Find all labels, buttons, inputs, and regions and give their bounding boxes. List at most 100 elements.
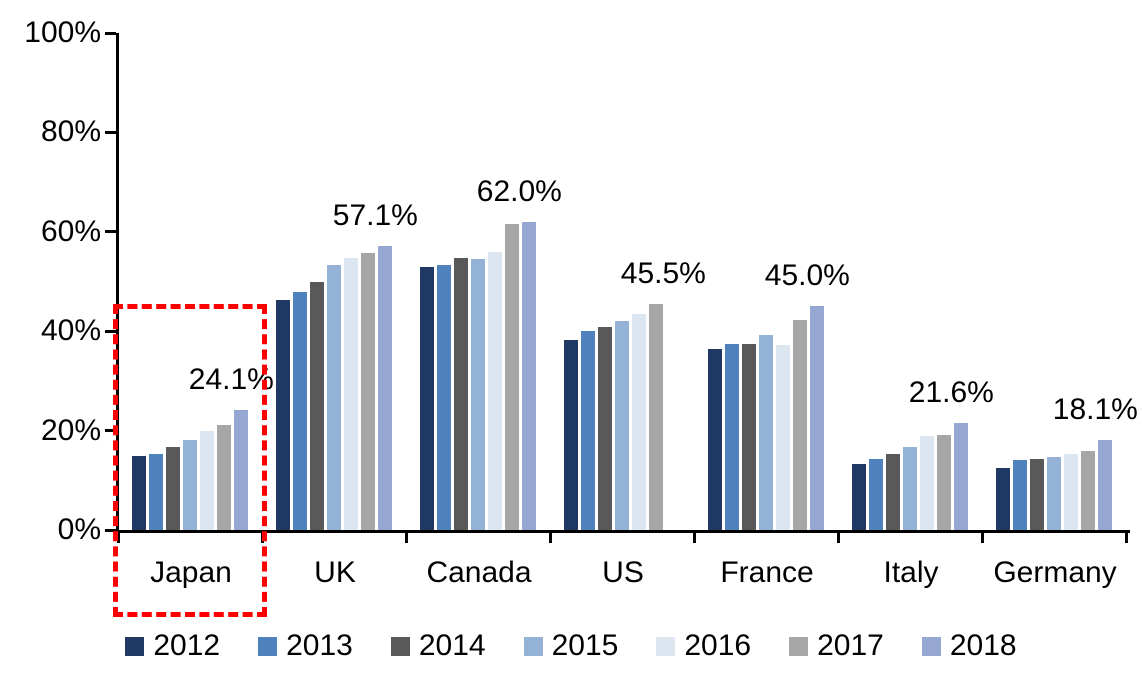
bar-group-italy: 21.6% bbox=[839, 33, 994, 530]
x-axis-label-france: France bbox=[720, 556, 814, 589]
x-axis-tick bbox=[1125, 533, 1128, 543]
bar-group-france: 45.0% bbox=[695, 33, 850, 530]
bar-2012-japan bbox=[132, 456, 146, 530]
bar-2016-japan bbox=[200, 431, 214, 530]
legend-label-2017: 2017 bbox=[817, 629, 884, 662]
bar-2015-italy bbox=[903, 446, 917, 530]
x-axis-label-canada: Canada bbox=[426, 556, 532, 589]
bar-2012-uk bbox=[276, 299, 290, 530]
bar-2018-japan bbox=[234, 410, 248, 530]
bar-2017-japan bbox=[217, 424, 231, 530]
bar-2016-uk bbox=[344, 257, 358, 530]
y-axis-label: 0% bbox=[57, 513, 101, 546]
legend-swatch-2017 bbox=[789, 636, 809, 656]
bar-2016-italy bbox=[920, 436, 934, 530]
y-axis-tick bbox=[105, 230, 116, 234]
bars-row bbox=[996, 440, 1112, 530]
bar-group-us: 45.5% bbox=[551, 33, 706, 530]
bar-2014-germany bbox=[1030, 458, 1044, 530]
legend-item-2014: 2014 bbox=[390, 629, 486, 662]
legend: 2012 2013 2014 2015 2016 2017 2018 bbox=[0, 630, 1142, 662]
bar-2015-germany bbox=[1047, 456, 1061, 530]
legend-item-2013: 2013 bbox=[258, 630, 353, 662]
x-axis-label-germany: Germany bbox=[993, 556, 1117, 589]
bar-2012-us bbox=[564, 340, 578, 530]
legend-item-2018: 2018 bbox=[921, 629, 1017, 662]
bar-2014-italy bbox=[886, 453, 900, 530]
data-label-germany: 18.1% bbox=[1052, 393, 1138, 427]
legend-swatch-2018 bbox=[921, 636, 941, 656]
x-axis-tick bbox=[549, 533, 552, 543]
bar-group-germany: 18.1% bbox=[983, 33, 1138, 530]
bar-2014-france bbox=[742, 343, 756, 530]
bar-2013-japan bbox=[149, 454, 163, 530]
bar-2014-uk bbox=[310, 282, 324, 530]
bar-2017-uk bbox=[361, 252, 375, 530]
bar-2013-us bbox=[581, 331, 595, 530]
bar-2016-us bbox=[632, 313, 646, 530]
bars-row bbox=[420, 221, 536, 530]
x-axis-tick bbox=[117, 533, 120, 543]
legend-label-2014: 2014 bbox=[418, 629, 486, 662]
legend-swatch-2013 bbox=[258, 636, 278, 656]
x-axis-label-uk: UK bbox=[314, 556, 356, 589]
bar-2013-germany bbox=[1013, 459, 1027, 530]
data-label-france: 45.0% bbox=[764, 259, 850, 293]
y-axis-label: 80% bbox=[40, 115, 101, 149]
bar-2018-uk bbox=[378, 246, 392, 530]
bar-2017-france bbox=[793, 320, 807, 530]
bar-2013-italy bbox=[869, 459, 883, 530]
x-axis-label-us: US bbox=[602, 556, 644, 589]
bar-2015-uk bbox=[327, 265, 341, 530]
legend-item-2012: 2012 bbox=[125, 630, 220, 662]
bar-2015-canada bbox=[471, 259, 485, 530]
data-label-italy: 21.6% bbox=[908, 375, 994, 409]
legend-label-2018: 2018 bbox=[949, 629, 1017, 662]
bars-row bbox=[852, 422, 968, 530]
legend-swatch-2012 bbox=[125, 636, 145, 656]
bar-2012-germany bbox=[996, 467, 1010, 530]
y-axis-label: 100% bbox=[24, 16, 101, 49]
y-axis-label: 60% bbox=[40, 214, 101, 248]
bar-2018-france bbox=[810, 306, 824, 530]
bar-2018-germany bbox=[1098, 440, 1112, 530]
y-axis-tick bbox=[105, 429, 116, 433]
bar-2015-france bbox=[759, 335, 773, 530]
bar-group-uk: 57.1% bbox=[263, 33, 418, 530]
bar-2016-canada bbox=[488, 251, 502, 530]
legend-swatch-2014 bbox=[390, 636, 410, 656]
bar-group-japan: 24.1% bbox=[119, 33, 274, 530]
legend-item-2015: 2015 bbox=[523, 629, 619, 662]
data-label-uk: 57.1% bbox=[332, 199, 418, 233]
legend-label-2013: 2013 bbox=[286, 629, 353, 662]
bar-2012-italy bbox=[852, 463, 866, 530]
legend-item-2016: 2016 bbox=[656, 630, 751, 662]
bar-2013-france bbox=[725, 343, 739, 530]
y-axis-tick bbox=[105, 528, 116, 532]
bars-row bbox=[132, 410, 248, 530]
x-axis-tick bbox=[405, 533, 408, 543]
y-axis-label: 40% bbox=[40, 314, 101, 348]
bars-row bbox=[564, 303, 680, 530]
bar-2013-canada bbox=[437, 265, 451, 530]
y-axis-label: 20% bbox=[40, 413, 101, 447]
x-axis-tick bbox=[981, 533, 984, 543]
x-axis-tick bbox=[693, 533, 696, 543]
bar-2014-us bbox=[598, 326, 612, 530]
y-axis-tick bbox=[105, 329, 116, 333]
legend-swatch-2016 bbox=[656, 636, 676, 656]
data-label-us: 45.5% bbox=[620, 256, 706, 290]
bars-row bbox=[276, 246, 392, 530]
bar-2016-france bbox=[776, 345, 790, 530]
x-axis-label-italy: Italy bbox=[883, 556, 939, 589]
y-axis-tick bbox=[105, 130, 116, 134]
bar-2016-germany bbox=[1064, 453, 1078, 530]
bar-2012-france bbox=[708, 348, 722, 530]
data-label-japan: 24.1% bbox=[188, 363, 274, 397]
bar-2017-italy bbox=[937, 435, 951, 530]
bar-2014-japan bbox=[166, 447, 180, 530]
bar-2017-us bbox=[649, 303, 663, 530]
legend-label-2015: 2015 bbox=[551, 629, 619, 662]
bar-2012-canada bbox=[420, 266, 434, 530]
